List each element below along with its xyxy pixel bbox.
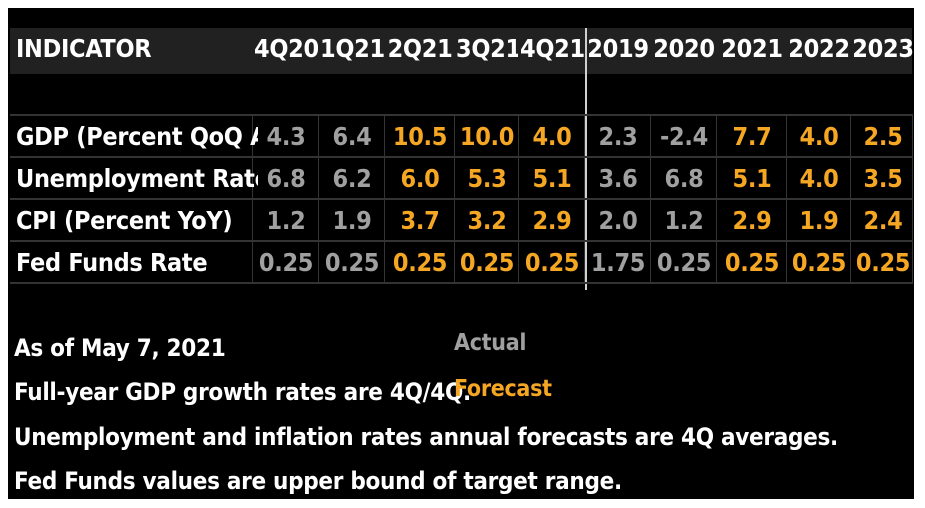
table-cell-value: 4.0 — [532, 122, 572, 151]
table-cell-value: 3.5 — [863, 164, 903, 193]
column-header-4q20: 4Q20 — [254, 34, 318, 63]
table-cell-value: 2.0 — [598, 206, 638, 235]
table-cell-value: 3.6 — [598, 164, 638, 193]
note-gdp-growth: Full-year GDP growth rates are 4Q/4Q. — [14, 378, 471, 406]
column-separator — [318, 114, 319, 284]
table-cell-value: 0.25 — [656, 248, 712, 277]
column-separator — [912, 114, 913, 284]
table-cell-value: 0.25 — [791, 248, 847, 277]
table-cell-value: 6.2 — [332, 164, 372, 193]
table-cell-value: 10.0 — [459, 122, 515, 151]
table-cell-value: 2.9 — [732, 206, 772, 235]
row-label: GDP (Percent QoQ AR) — [16, 122, 258, 151]
table-cell-value: 0.25 — [855, 248, 911, 277]
column-header-2020: 2020 — [653, 34, 715, 63]
table-cell-value: 6.0 — [400, 164, 440, 193]
table-cell-value: 0.25 — [258, 248, 314, 277]
note-fed-funds: Fed Funds values are upper bound of targ… — [14, 467, 622, 495]
column-separator — [454, 114, 455, 284]
row-separator — [10, 282, 912, 284]
table-cell-value: 0.25 — [524, 248, 580, 277]
row-separator — [10, 198, 912, 200]
row-label: CPI (Percent YoY) — [16, 206, 233, 235]
table-cell-value: 5.1 — [732, 164, 772, 193]
table-cell-value: -2.4 — [660, 122, 708, 151]
table-cell-value: 0.25 — [724, 248, 780, 277]
table-cell-value: 4.0 — [799, 122, 839, 151]
column-separator — [850, 114, 851, 284]
header-indicator: INDICATOR — [16, 34, 152, 63]
column-separator — [584, 114, 585, 284]
table-cell-value: 7.7 — [732, 122, 772, 151]
column-header-2022: 2022 — [788, 34, 850, 63]
table-cell-value: 2.5 — [863, 122, 903, 151]
column-header-2019: 2019 — [587, 34, 649, 63]
table-cell-value: 2.4 — [863, 206, 903, 235]
table-cell-value: 4.3 — [266, 122, 306, 151]
legend-actual: Actual — [454, 330, 527, 356]
column-separator — [384, 114, 385, 284]
table-cell-value: 10.5 — [392, 122, 448, 151]
table-cell-value: 2.9 — [532, 206, 572, 235]
column-separator — [252, 114, 253, 284]
legend-forecast: Forecast — [454, 376, 552, 402]
column-separator — [518, 114, 519, 284]
table-cell-value: 6.8 — [664, 164, 704, 193]
table-cell-value: 1.2 — [664, 206, 704, 235]
column-header-1q21: 1Q21 — [320, 34, 384, 63]
note-unemployment-inflation: Unemployment and inflation rates annual … — [14, 423, 838, 451]
table-cell-value: 0.25 — [324, 248, 380, 277]
table-header-bar — [10, 28, 912, 74]
column-header-4q21: 4Q21 — [520, 34, 584, 63]
table-cell-value: 5.3 — [467, 164, 507, 193]
table-cell-value: 6.4 — [332, 122, 372, 151]
table-cell-value: 1.9 — [332, 206, 372, 235]
table-cell-value: 6.8 — [266, 164, 306, 193]
note-as-of-date: As of May 7, 2021 — [14, 334, 226, 362]
table-cell-value: 0.25 — [392, 248, 448, 277]
column-header-2023: 2023 — [852, 34, 914, 63]
table-cell-value: 1.9 — [799, 206, 839, 235]
column-separator — [650, 114, 651, 284]
table-cell-value: 5.1 — [532, 164, 572, 193]
column-separator — [786, 114, 787, 284]
table-cell-value: 2.3 — [598, 122, 638, 151]
table-cell-value: 1.75 — [590, 248, 646, 277]
table-cell-value: 4.0 — [799, 164, 839, 193]
row-label: Unemployment Rate — [16, 164, 258, 193]
table-cell-value: 0.25 — [459, 248, 515, 277]
column-separator — [716, 114, 717, 284]
row-separator — [10, 156, 912, 158]
column-header-3q21: 3Q21 — [456, 34, 518, 63]
table-cell-value: 3.7 — [400, 206, 440, 235]
table-cell-value: 1.2 — [266, 206, 306, 235]
row-separator — [10, 240, 912, 242]
table-cell-value: 3.2 — [467, 206, 507, 235]
column-header-2q21: 2Q21 — [387, 34, 453, 63]
economic-forecast-panel: INDICATOR 4Q20 1Q21 2Q21 3Q21 4Q21 2019 2020 202… — [8, 8, 914, 499]
quarterly-annual-divider — [585, 28, 587, 290]
row-label: Fed Funds Rate — [16, 248, 208, 277]
column-header-2021: 2021 — [721, 34, 783, 63]
row-separator — [10, 114, 912, 116]
